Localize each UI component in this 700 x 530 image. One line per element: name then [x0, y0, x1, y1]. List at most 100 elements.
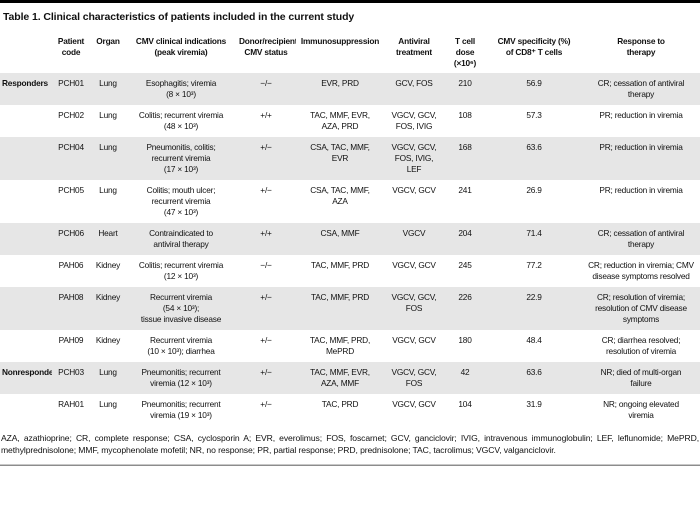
table-row: PAH06 Kidney Colitis; recurrent viremia … [0, 255, 700, 287]
cell-immunosuppression: TAC, PRD [321, 399, 359, 409]
cell-organ: Lung [90, 362, 126, 394]
top-rule [0, 0, 700, 3]
cell-donor-status: −/− [260, 260, 272, 270]
cell-organ: Kidney [95, 335, 121, 345]
cell-patient-code: PAH09 [58, 335, 84, 345]
cell-immunosuppression: CSA, TAC, MMF, EVR [296, 137, 384, 180]
cell-cmv-specificity: 63.6 [486, 362, 582, 394]
cell-group [0, 330, 52, 362]
cell-cmv-specificity: 48.4 [526, 335, 542, 345]
col-header-tcell-dose: T cell dose (×10⁶) [453, 36, 477, 68]
cell-response: PR; reduction in viremia [582, 137, 700, 180]
cell-donor-status: +/− [236, 137, 296, 180]
cell-group [0, 394, 52, 426]
table-row: PAH08 Kidney Recurrent viremia (54 × 10³… [0, 287, 700, 330]
cell-organ: Kidney [90, 287, 126, 330]
cell-indications: Contraindicated to antiviral therapy [126, 223, 236, 255]
cell-antiviral: VGCV, GCV, FOS, IVIG [391, 110, 437, 131]
cell-tcell-dose: 210 [444, 73, 486, 105]
cell-immunosuppression: CSA, MMF [296, 223, 384, 255]
cell-response: CR; cessation of antiviral therapy [582, 223, 700, 255]
cell-tcell-dose: 42 [444, 362, 486, 394]
cell-cmv-specificity: 77.2 [526, 260, 542, 270]
cell-immunosuppression: CSA, TAC, MMF, AZA [310, 185, 370, 206]
header-row: Patient code Organ CMV clinical indicati… [0, 31, 700, 73]
cell-antiviral: VGCV, GCV, FOS [384, 287, 444, 330]
cell-response: PR; reduction in viremia [599, 185, 683, 195]
col-header-organ: Organ [96, 36, 120, 46]
col-header-cmv-specificity: CMV specificity (%) of CD8⁺ T cells [497, 36, 571, 57]
cell-indications: Colitis; recurrent viremia (48 × 10³) [138, 110, 224, 131]
table-row: PAH09 Kidney Recurrent viremia (10 × 10³… [0, 330, 700, 362]
cell-patient-code: PCH03 [52, 362, 90, 394]
table-row: Nonresponders PCH03 Lung Pneumonitis; re… [0, 362, 700, 394]
cell-immunosuppression: TAC, MMF, PRD, MePRD [309, 335, 371, 356]
table-figure: Table 1. Clinical characteristics of pat… [0, 0, 700, 466]
cell-donor-status: +/− [260, 399, 272, 409]
cell-cmv-specificity: 57.3 [526, 110, 542, 120]
col-header-group [0, 31, 52, 73]
table-row: PCH06 Heart Contraindicated to antiviral… [0, 223, 700, 255]
table-title: Table 1. Clinical characteristics of pat… [3, 11, 355, 23]
cell-cmv-specificity: 26.9 [526, 185, 542, 195]
cell-organ: Lung [99, 399, 117, 409]
cell-organ: Lung [99, 110, 117, 120]
cell-group: Nonresponders [0, 362, 52, 394]
cell-immunosuppression: TAC, MMF, EVR, AZA, MMF [296, 362, 384, 394]
cell-indications: Recurrent viremia (10 × 10³); diarrhea [147, 335, 215, 356]
cell-cmv-specificity: 56.9 [486, 73, 582, 105]
cell-indications: Pneumonitis, colitis; recurrent viremia … [126, 137, 236, 180]
cell-cmv-specificity: 71.4 [486, 223, 582, 255]
cell-tcell-dose: 168 [444, 137, 486, 180]
cell-group [0, 223, 52, 255]
cell-tcell-dose: 245 [458, 260, 472, 270]
cell-immunosuppression: TAC, MMF, PRD [296, 287, 384, 330]
cell-antiviral: GCV, FOS [384, 73, 444, 105]
cell-donor-status: +/− [260, 335, 272, 345]
cell-antiviral: VGCV, GCV [392, 260, 436, 270]
cell-antiviral: VGCV [384, 223, 444, 255]
cell-tcell-dose: 180 [458, 335, 472, 345]
clinical-characteristics-table: Patient code Organ CMV clinical indicati… [0, 31, 700, 426]
cell-patient-code: PAH06 [58, 260, 84, 270]
cell-response: PR; reduction in viremia [599, 110, 683, 120]
cell-group [0, 180, 52, 223]
cell-tcell-dose: 241 [458, 185, 472, 195]
cell-response: CR; diarrhea resolved; resolution of vir… [601, 335, 681, 356]
cell-patient-code: PAH08 [52, 287, 90, 330]
table-row: RAH01 Lung Pneumonitis; recurrent viremi… [0, 394, 700, 426]
cell-indications: Colitis; recurrent viremia (12 × 10³) [138, 260, 224, 281]
cell-donor-status: +/− [236, 362, 296, 394]
cell-response: CR; cessation of antiviral therapy [582, 73, 700, 105]
cell-patient-code: RAH01 [58, 399, 84, 409]
cell-tcell-dose: 108 [458, 110, 472, 120]
table-row: PCH02 Lung Colitis; recurrent viremia (4… [0, 105, 700, 137]
cell-group [0, 137, 52, 180]
cell-donor-status: +/+ [236, 223, 296, 255]
cell-response: CR; resolution of viremia; resolution of… [582, 287, 700, 330]
cell-donor-status: +/− [260, 185, 272, 195]
cell-patient-code: PCH06 [52, 223, 90, 255]
bottom-rule [0, 464, 700, 466]
cell-indications: Colitis; mouth ulcer; recurrent viremia … [146, 185, 216, 217]
cell-organ: Lung [99, 185, 117, 195]
cell-cmv-specificity: 63.6 [486, 137, 582, 180]
cell-donor-status: +/+ [260, 110, 272, 120]
cell-donor-status: +/− [236, 287, 296, 330]
cell-organ: Heart [90, 223, 126, 255]
table-row: PCH05 Lung Colitis; mouth ulcer; recurre… [0, 180, 700, 223]
cell-donor-status: −/− [236, 73, 296, 105]
col-header-donor-recipient-status: Donor/recipient CMV status [239, 36, 296, 57]
cell-indications: Recurrent viremia (54 × 10³); tissue inv… [126, 287, 236, 330]
cell-immunosuppression: TAC, MMF, PRD [310, 260, 370, 270]
cell-indications: Esophagitis; viremia (8 × 10³) [126, 73, 236, 105]
table-row: PCH04 Lung Pneumonitis, colitis; recurre… [0, 137, 700, 180]
cell-group [0, 105, 52, 137]
cell-antiviral: VGCV, GCV, FOS [384, 362, 444, 394]
cell-indications: Pneumonitis; recurrent viremia (12 × 10³… [126, 362, 236, 394]
cell-organ: Kidney [95, 260, 121, 270]
cell-response: NR; died of multi-organ failure [582, 362, 700, 394]
table-footnote: AZA, azathioprine; CR, complete response… [1, 433, 699, 455]
col-header-immunosuppression: Immunosuppression [300, 36, 380, 46]
col-header-patient-code: Patient code [57, 36, 85, 57]
